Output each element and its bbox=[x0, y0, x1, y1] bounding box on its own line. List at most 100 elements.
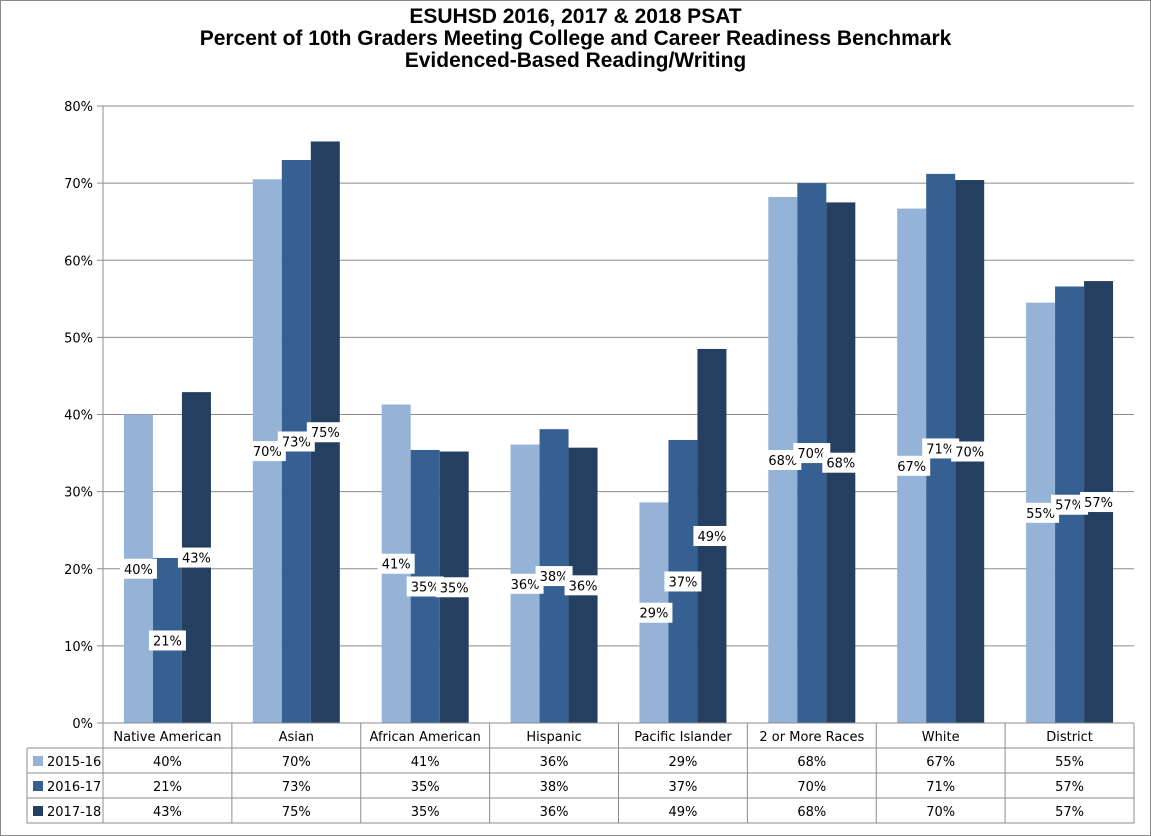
data-label-box bbox=[177, 547, 215, 568]
data-label: 41% bbox=[382, 558, 411, 573]
data-label: 40% bbox=[124, 563, 153, 578]
y-tick-label: 0% bbox=[72, 717, 93, 732]
y-axis: 0% 10% 20% 30% 40% 50% 60% 70% 80% bbox=[64, 100, 104, 732]
chart-title: ESUHSD 2016, 2017 & 2018 PSAT bbox=[409, 5, 742, 28]
table-cell: 70% bbox=[926, 805, 955, 820]
table-cell: 29% bbox=[668, 755, 697, 770]
table-cell: 71% bbox=[926, 780, 955, 795]
data-label: 57% bbox=[1055, 499, 1084, 514]
data-label-box bbox=[277, 431, 315, 452]
data-label-box bbox=[1051, 494, 1089, 515]
data-label-box bbox=[435, 577, 473, 598]
data-label-box bbox=[922, 438, 960, 459]
data-label-box bbox=[664, 571, 702, 592]
y-tick-label: 60% bbox=[64, 254, 93, 269]
data-table: Native American Asian African American Hisp… bbox=[26, 722, 1135, 824]
data-label-box bbox=[306, 422, 344, 443]
data-label: 38% bbox=[540, 570, 569, 585]
data-label: 71% bbox=[926, 442, 955, 457]
data-label-box bbox=[148, 630, 186, 651]
table-cell: 70% bbox=[797, 780, 826, 795]
data-label: 37% bbox=[668, 575, 697, 590]
data-label: 49% bbox=[697, 530, 726, 545]
table-cell: 43% bbox=[153, 805, 182, 820]
chart-subtitle: Percent of 10th Graders Meeting College … bbox=[199, 27, 952, 50]
category-label: Pacific Islander bbox=[634, 730, 732, 745]
data-label-box bbox=[506, 573, 544, 594]
table-cell: 55% bbox=[1055, 755, 1084, 770]
legend-key bbox=[33, 781, 43, 791]
category-label: African American bbox=[370, 730, 481, 745]
table-cell: 57% bbox=[1055, 780, 1084, 795]
data-label: 73% bbox=[282, 435, 311, 450]
data-label: 70% bbox=[955, 446, 984, 461]
table-cell: 70% bbox=[282, 755, 311, 770]
data-label-box bbox=[564, 575, 602, 596]
category-label: District bbox=[1046, 730, 1093, 745]
data-label: 36% bbox=[569, 579, 598, 594]
data-label: 68% bbox=[768, 454, 797, 469]
data-label-box bbox=[248, 441, 286, 462]
data-label: 35% bbox=[440, 581, 469, 596]
data-label-box bbox=[377, 553, 415, 574]
data-label-box bbox=[693, 525, 731, 546]
legend-key bbox=[33, 756, 43, 766]
data-label-box bbox=[406, 576, 444, 597]
y-tick-label: 30% bbox=[64, 486, 93, 501]
y-tick-label: 80% bbox=[64, 100, 93, 115]
table-cell: 37% bbox=[668, 780, 697, 795]
table-cell: 36% bbox=[540, 805, 569, 820]
data-label: 57% bbox=[1084, 496, 1113, 511]
data-label: 43% bbox=[182, 552, 211, 567]
data-label-box bbox=[951, 441, 989, 462]
data-label-box bbox=[822, 452, 860, 473]
table-cell: 38% bbox=[540, 780, 569, 795]
data-label: 67% bbox=[897, 460, 926, 475]
data-label: 36% bbox=[511, 578, 540, 593]
table-cell: 67% bbox=[926, 755, 955, 770]
table-cell: 36% bbox=[540, 755, 569, 770]
data-label-box bbox=[1022, 502, 1060, 523]
data-label: 29% bbox=[639, 607, 668, 622]
table-cell: 21% bbox=[153, 780, 182, 795]
data-label-box bbox=[793, 443, 831, 464]
bars bbox=[123, 141, 1114, 724]
data-label-box bbox=[535, 566, 573, 587]
data-label: 21% bbox=[153, 634, 182, 649]
data-label-box bbox=[119, 558, 157, 579]
table-cell: 49% bbox=[668, 805, 697, 820]
data-label: 70% bbox=[797, 447, 826, 462]
table-cell: 35% bbox=[411, 780, 440, 795]
table-cell: 75% bbox=[282, 805, 311, 820]
data-label-box bbox=[1080, 492, 1118, 513]
category-label: Hispanic bbox=[526, 730, 581, 745]
y-tick-label: 40% bbox=[64, 409, 93, 424]
y-tick-label: 10% bbox=[64, 640, 93, 655]
category-label: White bbox=[922, 730, 960, 745]
table-cell: 73% bbox=[282, 780, 311, 795]
data-label-box bbox=[764, 450, 802, 471]
category-label: 2 or More Races bbox=[759, 730, 864, 745]
data-label: 35% bbox=[411, 580, 440, 595]
legend-key bbox=[33, 806, 43, 816]
y-tick-label: 70% bbox=[64, 177, 93, 192]
category-label: Native American bbox=[113, 730, 221, 745]
legend-label: 2016-17 bbox=[47, 780, 101, 795]
y-tick-label: 50% bbox=[64, 331, 93, 346]
legend-label: 2017-18 bbox=[47, 805, 101, 820]
data-labels: 40%21%43%70%73%75%41%35% 35% 36%38%36%29%3… bbox=[119, 422, 1118, 651]
data-label-box bbox=[635, 602, 673, 623]
data-label: 70% bbox=[253, 445, 282, 460]
data-label-box bbox=[893, 455, 931, 476]
table-cell: 41% bbox=[411, 755, 440, 770]
y-tick-label: 20% bbox=[64, 563, 93, 578]
chart-subtitle-2: Evidenced-Based Reading/Writing bbox=[404, 49, 747, 72]
table-cell: 57% bbox=[1055, 805, 1084, 820]
table-cell: 35% bbox=[411, 805, 440, 820]
table-cell: 40% bbox=[153, 755, 182, 770]
chart-titles: ESUHSD 2016, 2017 & 2018 PSAT Percent of… bbox=[0, 6, 1151, 72]
table-cell: 68% bbox=[797, 755, 826, 770]
data-label: 68% bbox=[826, 457, 855, 472]
legend-label: 2015-16 bbox=[47, 755, 101, 770]
